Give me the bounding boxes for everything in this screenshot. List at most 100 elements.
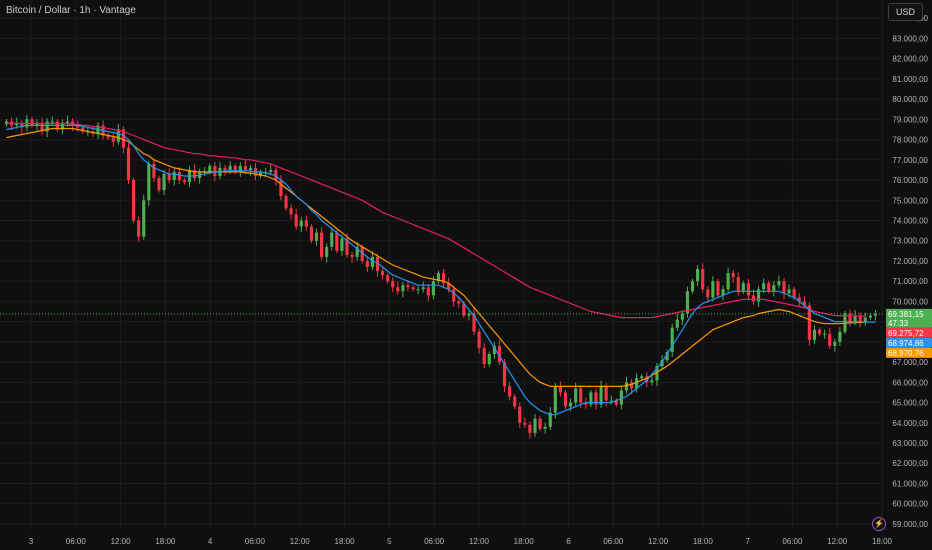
candle-body <box>858 315 862 322</box>
price-label: 68.974,86 <box>888 339 924 348</box>
candle-body <box>838 331 842 342</box>
price-labels: 69.381,1547:3369.275,7268.974,8668.970,7… <box>886 308 932 358</box>
candle-body <box>65 121 70 124</box>
candle-body <box>614 400 618 405</box>
x-tick-label: 06:00 <box>424 537 445 546</box>
y-tick-label: 70.000,00 <box>892 297 928 306</box>
ma-mid-line <box>6 127 866 387</box>
candle-body <box>716 281 720 296</box>
candle-body <box>30 119 34 126</box>
candle-body <box>655 366 659 381</box>
y-tick-label: 60.000,00 <box>892 500 928 509</box>
x-tick-label: 18:00 <box>335 537 356 546</box>
candle-body <box>594 392 598 405</box>
candle-body <box>467 313 471 316</box>
candle-body <box>817 329 822 334</box>
candle-body <box>391 281 395 288</box>
x-tick-label: 6 <box>566 537 571 546</box>
candle-body <box>167 173 171 181</box>
candle-body <box>233 165 237 172</box>
candle-body <box>441 273 446 284</box>
candle-body <box>528 424 532 433</box>
candle-body <box>452 289 456 302</box>
candle-body <box>706 289 710 298</box>
candle-body <box>177 171 181 181</box>
candle-body <box>299 220 303 227</box>
candle-body <box>472 313 476 332</box>
candle-body <box>660 360 664 367</box>
candle-body <box>477 331 481 348</box>
x-tick-label: 18:00 <box>693 537 714 546</box>
candle-body <box>741 283 745 292</box>
y-tick-label: 63.000,00 <box>892 439 928 448</box>
y-tick-label: 77.000,00 <box>892 156 928 165</box>
candle-body <box>238 165 242 172</box>
candle-body <box>386 275 390 282</box>
candle-body <box>370 256 374 268</box>
candle-body <box>111 137 115 142</box>
price-label-bg <box>886 347 932 358</box>
candle-body <box>584 402 588 405</box>
candle-body <box>645 376 649 383</box>
candle-body <box>777 281 781 286</box>
candle-body <box>462 303 466 316</box>
candle-body <box>76 125 80 128</box>
y-tick-label: 65.000,00 <box>892 399 928 408</box>
y-tick-label: 71.000,00 <box>892 277 928 286</box>
y-tick-label: 74.000,00 <box>892 216 928 225</box>
candle-body <box>35 123 39 126</box>
candle-body <box>40 123 44 132</box>
x-tick-label: 4 <box>208 537 213 546</box>
x-tick-label: 12:00 <box>827 537 848 546</box>
candle-body <box>411 287 415 290</box>
candle-body <box>147 163 151 201</box>
candle-body <box>848 313 852 322</box>
candle-body <box>802 301 806 306</box>
candle-body <box>243 165 247 170</box>
candlestick-series <box>4 114 878 439</box>
candle-body <box>213 165 217 176</box>
candle-body <box>309 226 313 241</box>
price-label: 69.275,72 <box>888 329 924 338</box>
x-tick-label: 12:00 <box>648 537 669 546</box>
y-tick-label: 64.000,00 <box>892 419 928 428</box>
lightning-icon[interactable]: ⚡ <box>872 517 886 531</box>
candle-body <box>873 313 878 316</box>
candle-body <box>675 319 679 328</box>
candle-body <box>208 165 212 172</box>
candle-body <box>558 386 562 393</box>
candle-body <box>182 180 186 183</box>
y-tick-label: 83.000,00 <box>892 34 928 43</box>
candle-body <box>868 315 872 318</box>
candle-body <box>106 135 110 138</box>
y-tick-label: 61.000,00 <box>892 479 928 488</box>
candle-body <box>812 329 817 340</box>
candle-body <box>772 285 776 292</box>
candle-body <box>624 382 629 391</box>
chart-title: Bitcoin / Dollar · 1h · Vantage <box>6 5 136 16</box>
candle-body <box>711 281 715 298</box>
candle-body <box>335 232 339 251</box>
candle-body <box>45 121 49 132</box>
x-tick-label: 06:00 <box>66 537 87 546</box>
candle-body <box>548 412 552 427</box>
candle-body <box>757 289 761 302</box>
candle-body <box>762 283 766 290</box>
candle-body <box>380 271 385 276</box>
candle-body <box>619 390 623 405</box>
price-label: 69.381,15 <box>888 310 924 319</box>
x-tick-label: 5 <box>387 537 392 546</box>
candle-body <box>543 426 547 429</box>
candle-body <box>279 180 283 197</box>
candle-body <box>513 396 517 407</box>
candle-body <box>726 273 730 290</box>
candle-body <box>396 287 400 292</box>
candle-body <box>635 378 639 389</box>
candle-body <box>60 123 65 130</box>
currency-button[interactable]: USD <box>888 3 923 21</box>
candle-body <box>259 171 263 176</box>
candle-body <box>223 167 227 170</box>
y-tick-label: 78.000,00 <box>892 136 928 145</box>
candle-body <box>406 285 410 288</box>
